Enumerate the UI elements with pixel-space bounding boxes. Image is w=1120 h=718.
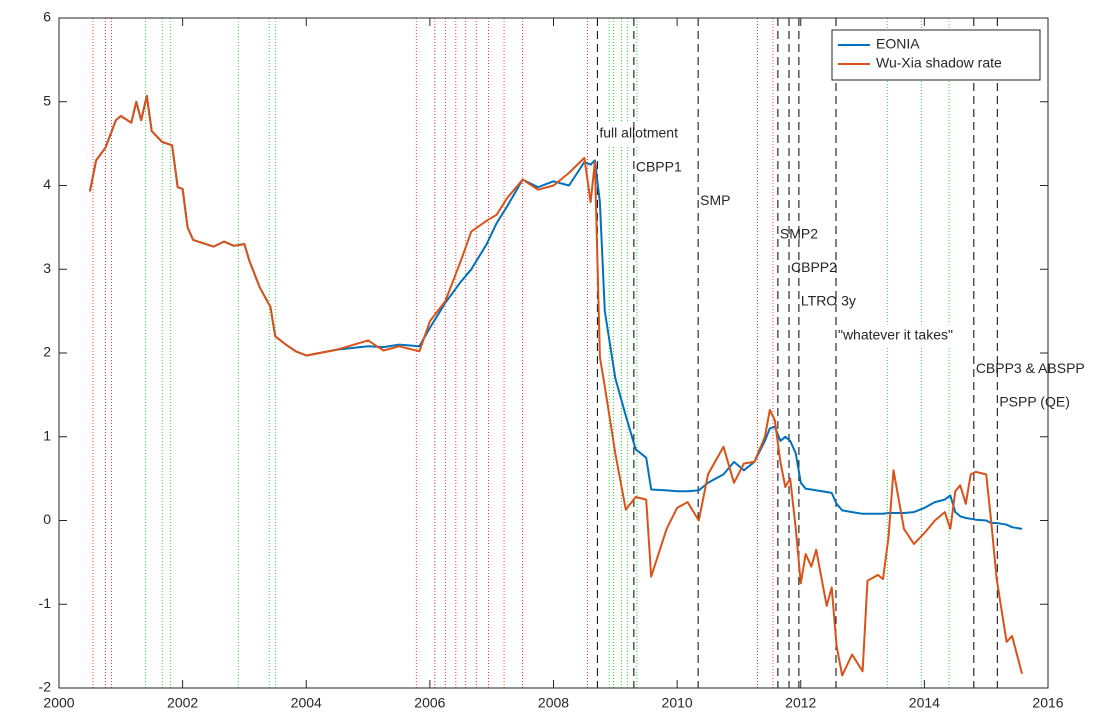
annotation-bg bbox=[634, 156, 685, 179]
series-line bbox=[88, 94, 1023, 677]
x-tick-label: 2010 bbox=[662, 695, 693, 711]
annotation-bg bbox=[790, 257, 840, 280]
annotation-label: CBPP2 bbox=[791, 259, 837, 275]
y-tick-label: 1 bbox=[43, 427, 51, 443]
annotation-bg bbox=[799, 291, 859, 313]
annotation-label: full allotment bbox=[599, 125, 678, 141]
annotation-bg bbox=[836, 324, 956, 347]
plot-area bbox=[59, 18, 1048, 688]
y-tick-label: -2 bbox=[39, 679, 52, 695]
y-tick-label: 3 bbox=[43, 260, 51, 276]
annotation-bg bbox=[998, 391, 1073, 414]
y-tick-label: 6 bbox=[43, 9, 51, 25]
x-tick-label: 2016 bbox=[1032, 695, 1063, 711]
x-tick-label: 2012 bbox=[785, 695, 816, 711]
annotation-label: "whatever it takes" bbox=[838, 326, 953, 342]
x-tick-label: 2004 bbox=[291, 695, 322, 711]
legend-label: EONIA bbox=[876, 36, 920, 52]
annotation-bg bbox=[699, 190, 734, 213]
legend-label: Wu-Xia shadow rate bbox=[876, 55, 1002, 71]
annotation-label: CBPP1 bbox=[636, 158, 682, 174]
annotation-label: PSPP (QE) bbox=[999, 394, 1070, 410]
y-tick-label: 0 bbox=[43, 511, 51, 527]
y-tick-label: 5 bbox=[43, 92, 51, 108]
y-tick-label: 2 bbox=[43, 344, 51, 360]
y-tick-label: 4 bbox=[43, 176, 51, 192]
y-tick-label: -1 bbox=[39, 595, 52, 611]
x-tick-label: 2014 bbox=[909, 695, 940, 711]
plot-frame bbox=[58, 17, 1049, 689]
annotation-bg bbox=[598, 123, 681, 145]
annotation-label: CBPP3 & ABSPP bbox=[976, 360, 1085, 376]
annotation-bg bbox=[974, 358, 1088, 381]
annotation-label: LTRO 3y bbox=[801, 293, 856, 309]
x-tick-label: 2008 bbox=[538, 695, 569, 711]
legend-box bbox=[831, 29, 1041, 81]
x-tick-label: 2006 bbox=[414, 695, 445, 711]
annotation-label: SMP bbox=[700, 192, 730, 208]
x-tick-label: 2002 bbox=[167, 695, 198, 711]
x-tick-label: 2000 bbox=[43, 695, 74, 711]
